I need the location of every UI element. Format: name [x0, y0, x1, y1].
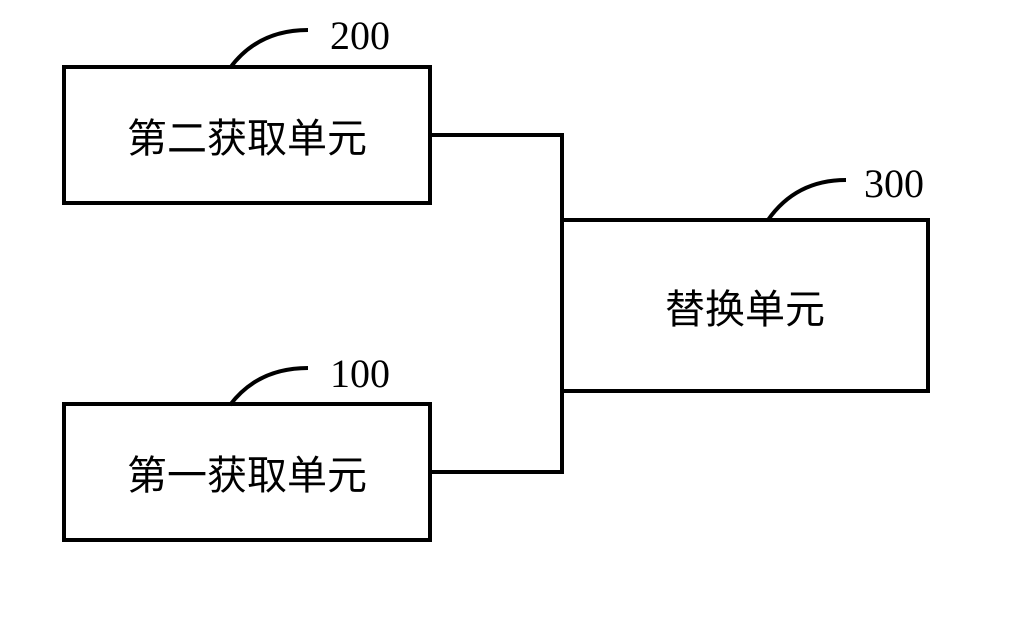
callout-label-300: 300 — [864, 160, 924, 207]
diagram-canvas: 第二获取单元 第一获取单元 替换单元 200 100 300 — [0, 0, 1027, 623]
leader-curve-300 — [0, 0, 1027, 623]
